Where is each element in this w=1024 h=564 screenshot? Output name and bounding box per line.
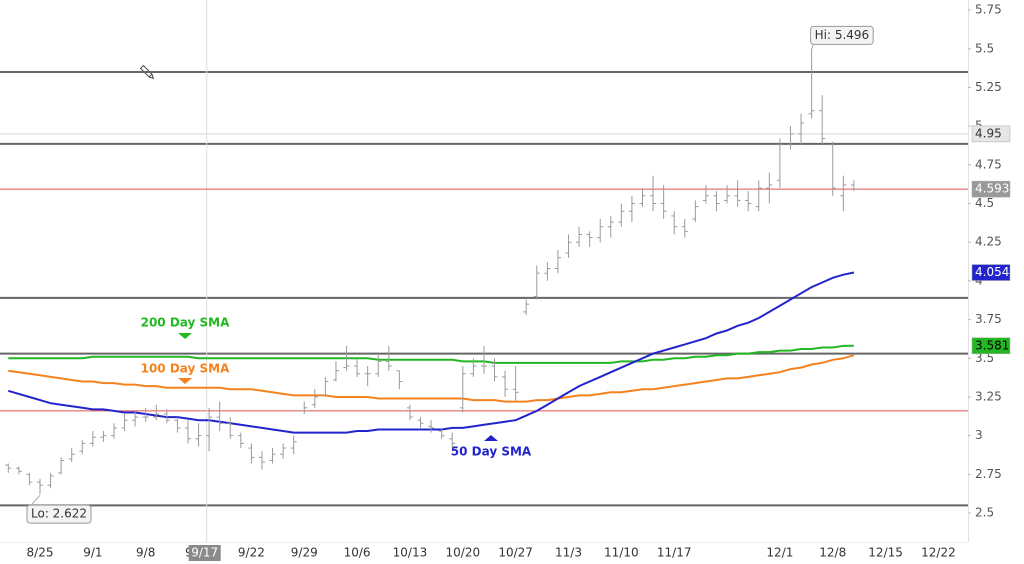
x-tick-label: 12/22 — [921, 546, 956, 560]
x-tick-label: 10/20 — [446, 546, 481, 560]
y-tick-label: 5.5 — [975, 41, 994, 55]
x-tick-label: 8/25 — [27, 546, 54, 560]
moving-average-line — [8, 344, 854, 364]
x-tick-label: 10/27 — [498, 546, 533, 560]
y-tick-label: 5.75 — [975, 3, 1002, 17]
value-tag-label: 3.581 — [975, 338, 1009, 352]
crosshair-label-box — [188, 545, 221, 561]
x-tick-label: 10/13 — [393, 546, 428, 560]
series-label: 200 Day SMA — [141, 316, 231, 330]
series-marker — [484, 435, 498, 441]
series-marker — [178, 378, 192, 384]
y-tick-label: 3.25 — [975, 389, 1002, 403]
annotation-label: Hi: 5.496 — [815, 28, 870, 42]
annotation-label: Lo: 2.622 — [31, 507, 87, 521]
y-tick-label: 2.5 — [975, 506, 994, 520]
series-label: 100 Day SMA — [141, 362, 231, 376]
x-tick-label: 12/8 — [819, 546, 846, 560]
x-tick-label: 9/8 — [136, 546, 155, 560]
y-tick-label: 3.5 — [975, 351, 994, 365]
x-tick-label: 9/1 — [83, 546, 102, 560]
annotation-box — [810, 25, 874, 45]
value-tag-label: 4.95 — [975, 126, 1002, 140]
x-tick-label: 12/15 — [868, 546, 903, 560]
x-tick-label: 9/29 — [291, 546, 318, 560]
y-tick-label: 4.75 — [975, 157, 1002, 171]
series-label: 50 Day SMA — [451, 445, 532, 459]
y-tick-label: 4.25 — [975, 235, 1002, 249]
y-tick-label: 3.75 — [975, 312, 1002, 326]
series-marker — [178, 333, 192, 339]
y-tick-label: 4.5 — [975, 196, 994, 210]
x-tick-label: 12/1 — [766, 546, 793, 560]
value-tag — [971, 337, 1011, 355]
y-tick-label: 3 — [975, 428, 983, 442]
annotation-box — [26, 504, 92, 524]
value-tag — [971, 264, 1011, 281]
value-tag — [971, 180, 1011, 198]
x-tick-label: 9/22 — [238, 546, 265, 560]
value-tag-label: 4.593 — [975, 182, 1009, 196]
annotation-pointer — [29, 494, 41, 507]
x-tick-label: 11/17 — [657, 546, 692, 560]
crosshair-label: 9/17 — [191, 546, 218, 560]
y-tick-label: 5.25 — [975, 80, 1002, 94]
value-tag-label: 4.054 — [975, 265, 1009, 279]
x-tick-label: 10/6 — [344, 546, 371, 560]
moving-average-line — [8, 354, 855, 403]
x-tick-label: 11/10 — [604, 546, 639, 560]
value-tag — [971, 125, 1011, 143]
y-tick-label: 2.75 — [975, 467, 1002, 481]
x-tick-label: 11/3 — [555, 546, 582, 560]
